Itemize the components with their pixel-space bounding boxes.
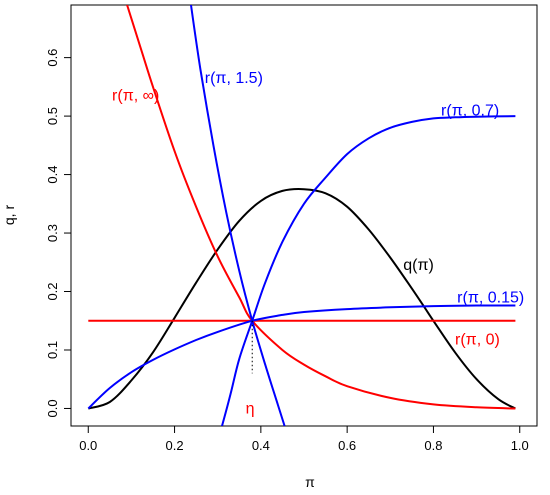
curve-label-r: r(π, ∞) — [112, 88, 159, 105]
series-line-r-1-5 — [190, 5, 286, 426]
x-tick-label: 0.6 — [338, 438, 356, 453]
y-axis-title: q, r — [1, 205, 17, 226]
y-tick-label: 0.5 — [45, 107, 60, 125]
labels-layer: q(π) r(π, ∞) r(π, 1.5) r(π, 0.7) r(π, 0.15) r… — [112, 70, 524, 417]
y-tick-label: 0.4 — [45, 166, 60, 184]
series-line-r — [126, 5, 516, 410]
y-tick-label: 0.0 — [45, 399, 60, 417]
x-tick-label: 0.2 — [166, 438, 184, 453]
plot-frame — [70, 4, 538, 427]
x-tick-label: 0.8 — [424, 438, 442, 453]
curve-label-r-0-15: r(π, 0.15) — [457, 289, 524, 306]
x-tick-label: 0.4 — [252, 438, 270, 453]
curve-label-r-0: r(π, 0) — [455, 331, 500, 348]
series-line-r-0-7 — [221, 115, 516, 426]
x-tick-label: 0.0 — [79, 438, 97, 453]
series-line-q — [88, 188, 516, 410]
curve-label-r-0-7: r(π, 0.7) — [441, 102, 499, 119]
y-tick-label: 0.2 — [45, 282, 60, 300]
ticks-layer: 0.0 0.2 0.4 0.6 0.8 1.0 0.0 0.1 0.2 0.3 0.4 0.5 0.6 — [45, 49, 529, 453]
x-tick-label: 1.0 — [511, 438, 529, 453]
x-axis-title: π — [305, 474, 315, 490]
curve-label-q: q(π) — [403, 257, 434, 274]
curve-label-r-1-5: r(π, 1.5) — [205, 70, 263, 87]
curve-label-eta: η — [246, 400, 255, 417]
curves-layer — [87, 5, 516, 426]
y-tick-label: 0.3 — [45, 224, 60, 242]
y-tick-label: 0.6 — [45, 49, 60, 67]
y-tick-label: 0.1 — [45, 341, 60, 359]
